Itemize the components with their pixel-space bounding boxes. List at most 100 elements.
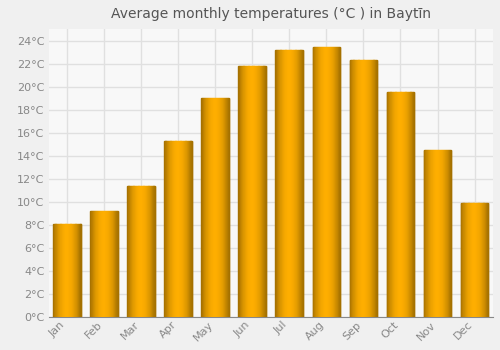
Bar	[249, 66, 250, 317]
Bar	[72, 224, 73, 317]
Bar	[476, 203, 477, 317]
Bar	[62, 224, 64, 317]
Bar	[146, 186, 147, 317]
Bar	[175, 141, 176, 317]
Bar	[151, 186, 152, 317]
Bar	[450, 150, 451, 317]
Bar	[183, 141, 184, 317]
Bar	[114, 211, 115, 317]
Bar	[154, 186, 155, 317]
Bar	[359, 60, 360, 317]
Bar	[204, 98, 205, 317]
Bar	[486, 203, 487, 317]
Bar	[320, 48, 321, 317]
Bar	[182, 141, 183, 317]
Bar	[324, 48, 325, 317]
Bar	[355, 60, 356, 317]
Bar	[365, 60, 366, 317]
Bar	[102, 211, 103, 317]
Bar	[152, 186, 153, 317]
Bar	[168, 141, 169, 317]
Bar	[209, 98, 210, 317]
Bar	[265, 66, 266, 317]
Bar	[373, 60, 374, 317]
Bar	[133, 186, 134, 317]
Bar	[172, 141, 174, 317]
Bar	[468, 203, 469, 317]
Bar	[392, 92, 394, 317]
Bar	[330, 48, 331, 317]
Bar	[483, 203, 484, 317]
Bar	[165, 141, 166, 317]
Bar	[213, 98, 214, 317]
Bar	[405, 92, 406, 317]
Bar	[97, 211, 98, 317]
Bar	[357, 60, 358, 317]
Bar	[438, 150, 439, 317]
Bar	[54, 224, 55, 317]
Bar	[135, 186, 136, 317]
Bar	[255, 66, 256, 317]
Bar	[214, 98, 215, 317]
Bar	[244, 66, 245, 317]
Bar	[286, 50, 287, 317]
Bar	[464, 203, 465, 317]
Bar	[441, 150, 442, 317]
Bar	[471, 203, 472, 317]
Bar	[427, 150, 428, 317]
Bar	[259, 66, 260, 317]
Bar	[317, 48, 318, 317]
Bar	[461, 203, 462, 317]
Bar	[462, 203, 463, 317]
Bar	[136, 186, 137, 317]
Bar	[261, 66, 262, 317]
Bar	[71, 224, 72, 317]
Bar	[408, 92, 409, 317]
Bar	[247, 66, 248, 317]
Bar	[463, 203, 464, 317]
Bar	[184, 141, 185, 317]
Bar	[371, 60, 372, 317]
Bar	[167, 141, 168, 317]
Bar	[299, 50, 300, 317]
Bar	[228, 98, 229, 317]
Bar	[111, 211, 112, 317]
Bar	[114, 211, 116, 317]
Bar	[214, 98, 216, 317]
Bar	[377, 60, 378, 317]
Bar	[298, 50, 299, 317]
Bar	[166, 141, 167, 317]
Bar	[218, 98, 219, 317]
Bar	[185, 141, 186, 317]
Bar	[180, 141, 181, 317]
Bar	[429, 150, 430, 317]
Bar	[447, 150, 448, 317]
Bar	[369, 60, 370, 317]
Bar	[412, 92, 413, 317]
Bar	[336, 48, 337, 317]
Bar	[328, 48, 329, 317]
Bar	[293, 50, 294, 317]
Bar	[402, 92, 403, 317]
Bar	[137, 186, 138, 317]
Bar	[93, 211, 94, 317]
Bar	[251, 66, 252, 317]
Bar	[323, 48, 324, 317]
Bar	[207, 98, 208, 317]
Bar	[392, 92, 393, 317]
Bar	[484, 203, 485, 317]
Bar	[339, 48, 340, 317]
Bar	[55, 224, 56, 317]
Bar	[145, 186, 146, 317]
Bar	[430, 150, 431, 317]
Bar	[366, 60, 367, 317]
Bar	[226, 98, 227, 317]
Bar	[288, 50, 289, 317]
Bar	[96, 211, 97, 317]
Bar	[80, 224, 81, 317]
Bar	[91, 211, 92, 317]
Bar	[363, 60, 364, 317]
Bar	[65, 224, 66, 317]
Bar	[302, 50, 304, 317]
Bar	[221, 98, 222, 317]
